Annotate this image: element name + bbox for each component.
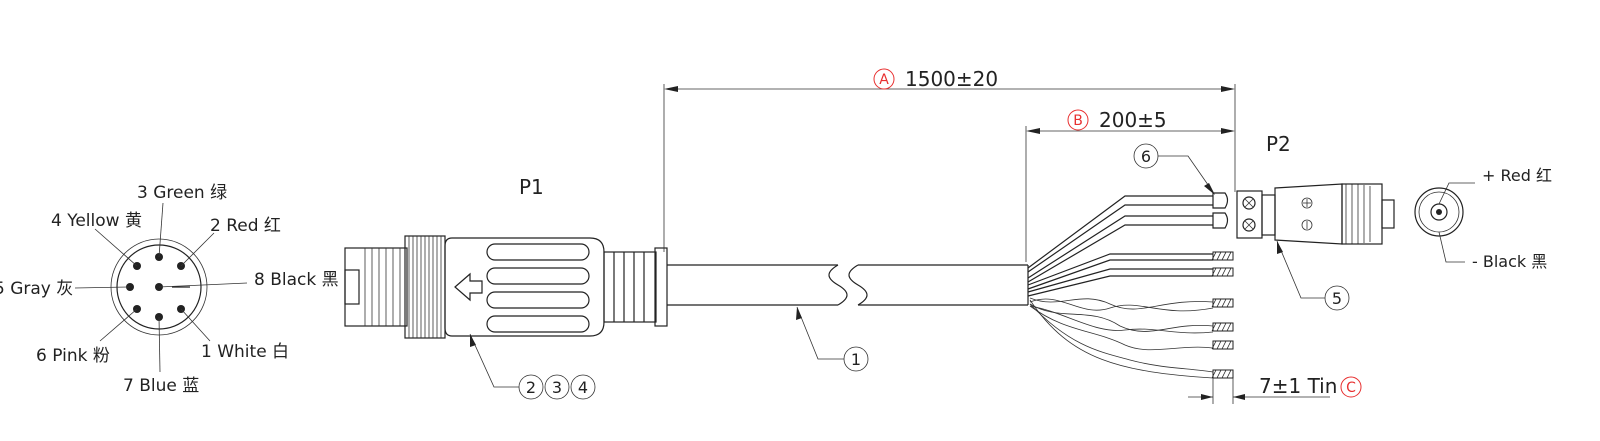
pin-8-label: 8 Black 黑: [254, 270, 339, 290]
cable-jacket: [667, 264, 1029, 306]
callout-6-number: 6: [1141, 147, 1151, 166]
dimension-a: [663, 68, 1236, 252]
wire-bundle: [1027, 192, 1234, 379]
dim-b-tag: B: [1073, 113, 1083, 129]
dimension-b: [1025, 109, 1235, 262]
callout-2-balloon: [518, 374, 544, 400]
callout-3-number: 3: [552, 378, 562, 397]
callout-4-number: 4: [578, 378, 588, 397]
callout-6-balloon: [1133, 143, 1159, 169]
callout-1-balloon: [843, 346, 869, 372]
insert-arrow-icon: [454, 272, 483, 302]
plus-screw-icon: [1242, 196, 1256, 210]
callout-1-leader: [796, 306, 844, 360]
pinout-face: [74, 202, 248, 373]
dim-c-value: 7±1 Tin: [1259, 374, 1337, 398]
pin-5-label: 5 Gray 灰: [0, 279, 73, 299]
p2-label: P2: [1266, 132, 1291, 156]
pin-1-label: 1 White 白: [201, 342, 289, 362]
callout-3-balloon: [544, 374, 570, 400]
callout-5-number: 5: [1332, 289, 1342, 308]
dim-c-tag: C: [1346, 380, 1356, 396]
pin-6-label: 6 Pink 粉: [36, 346, 110, 366]
minus-screw-icon: [1242, 218, 1256, 232]
dc-plug-end-view: [1414, 182, 1475, 263]
pin-7-label: 7 Blue 蓝: [123, 376, 199, 396]
callout-5-balloon: [1324, 285, 1350, 311]
dim-a-value: 1500±20: [905, 67, 998, 91]
callout-4-balloon: [570, 374, 596, 400]
pin-2-label: 2 Red 红: [210, 216, 281, 236]
callout-234-leader: [469, 333, 519, 388]
callout-2-number: 2: [526, 378, 536, 397]
dc-plus-label: + Red 红: [1482, 166, 1552, 185]
dim-a-tag: A: [879, 72, 889, 88]
dimension-c: [1188, 376, 1362, 404]
callout-5-leader: [1276, 240, 1325, 299]
pin-3-label: 3 Green 绿: [137, 183, 227, 203]
p1-label: P1: [519, 175, 544, 199]
pin-4-label: 4 Yellow 黄: [51, 211, 142, 231]
callout-6-leader: [1158, 155, 1214, 193]
p2-connector: [1236, 183, 1395, 245]
p1-connector: [344, 235, 668, 339]
dc-minus-label: - Black 黑: [1472, 252, 1547, 271]
dim-b-value: 200±5: [1099, 108, 1167, 132]
callout-1-number: 1: [851, 350, 861, 369]
